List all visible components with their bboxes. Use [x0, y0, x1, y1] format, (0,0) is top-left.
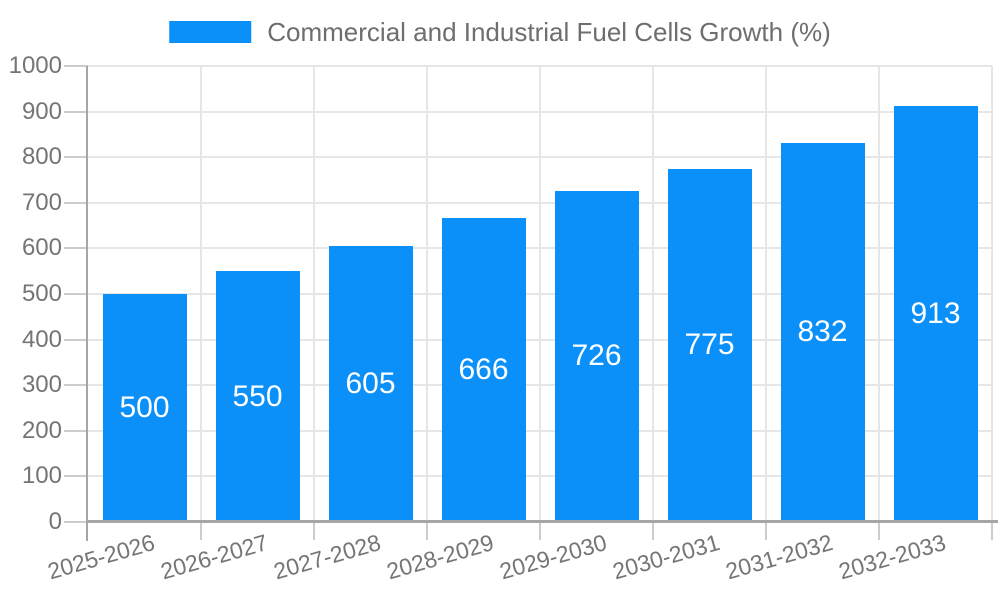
bar-value-label: 666: [458, 353, 509, 387]
bar-value-label: 605: [345, 367, 396, 401]
x-axis-line: [86, 520, 998, 523]
bar[interactable]: 550: [215, 271, 300, 522]
gridline-vertical: [878, 66, 880, 522]
y-axis-tick-label: 100: [21, 462, 62, 490]
x-axis-tick: [426, 522, 428, 540]
y-axis-tick-label: 700: [21, 188, 62, 216]
bar[interactable]: 913: [893, 105, 978, 522]
bar[interactable]: 832: [780, 142, 865, 522]
y-axis-tick-label: 900: [21, 97, 62, 125]
x-axis-tick: [991, 522, 993, 540]
bar[interactable]: 666: [441, 218, 526, 522]
x-axis-tick-label: 2028-2029: [383, 529, 497, 585]
y-axis-tick-label: 400: [21, 325, 62, 353]
y-axis-line: [86, 66, 88, 541]
y-axis-tick-label: 600: [21, 234, 62, 262]
gridline-vertical: [200, 66, 202, 522]
gridline-vertical: [652, 66, 654, 522]
y-axis-tick: [64, 247, 88, 250]
legend-label: Commercial and Industrial Fuel Cells Gro…: [267, 17, 831, 47]
y-axis-tick: [64, 521, 88, 523]
y-axis-tick: [64, 384, 88, 387]
bar[interactable]: 726: [554, 190, 639, 522]
x-axis-tick: [200, 522, 202, 540]
y-axis-tick: [64, 429, 88, 432]
legend-swatch-icon: [169, 21, 252, 43]
y-axis-tick: [64, 65, 88, 67]
gridline-vertical: [991, 66, 993, 522]
bar-value-label: 913: [910, 296, 961, 330]
x-axis-tick: [652, 522, 654, 540]
x-axis-tick-label: 2030-2031: [609, 529, 723, 585]
y-axis-tick-label: 1000: [8, 52, 62, 79]
x-axis-tick: [878, 522, 880, 540]
y-axis-tick: [64, 338, 88, 341]
x-axis-tick-label: 2027-2028: [270, 529, 384, 585]
y-axis-tick-label: 200: [21, 416, 62, 444]
gridline-vertical: [426, 66, 428, 522]
bar-value-label: 550: [232, 379, 283, 413]
y-axis-tick: [64, 110, 88, 113]
gridline-vertical: [539, 66, 541, 522]
x-axis-tick: [539, 522, 541, 540]
x-axis-tick-label: 2025-2026: [44, 529, 158, 585]
x-axis-tick-label: 2032-2033: [835, 529, 949, 585]
bar-value-label: 832: [797, 315, 848, 349]
bar[interactable]: 775: [667, 168, 752, 522]
gridline-vertical: [765, 66, 767, 522]
gridline-vertical: [313, 66, 315, 522]
y-axis-tick-label: 800: [21, 143, 62, 171]
x-axis-tick-label: 2029-2030: [496, 529, 610, 585]
bar[interactable]: 500: [102, 294, 187, 522]
legend-item[interactable]: Commercial and Industrial Fuel Cells Gro…: [169, 17, 831, 47]
x-axis-tick: [765, 522, 767, 540]
y-axis-tick: [64, 475, 88, 478]
y-axis-tick: [64, 201, 88, 204]
y-axis-tick-label: 300: [21, 371, 62, 399]
y-axis-tick: [64, 293, 88, 295]
bar-value-label: 500: [119, 391, 170, 424]
y-axis-tick-label: 0: [48, 508, 62, 535]
x-axis-tick-label: 2031-2032: [722, 529, 836, 585]
bar[interactable]: 605: [328, 246, 413, 522]
x-axis-tick-label: 2026-2027: [157, 529, 271, 585]
y-axis-tick-label: 500: [21, 280, 62, 307]
x-axis-tick: [313, 522, 315, 540]
bar-value-label: 726: [571, 339, 622, 373]
bar-value-label: 775: [684, 328, 735, 362]
y-axis-tick: [64, 156, 88, 159]
